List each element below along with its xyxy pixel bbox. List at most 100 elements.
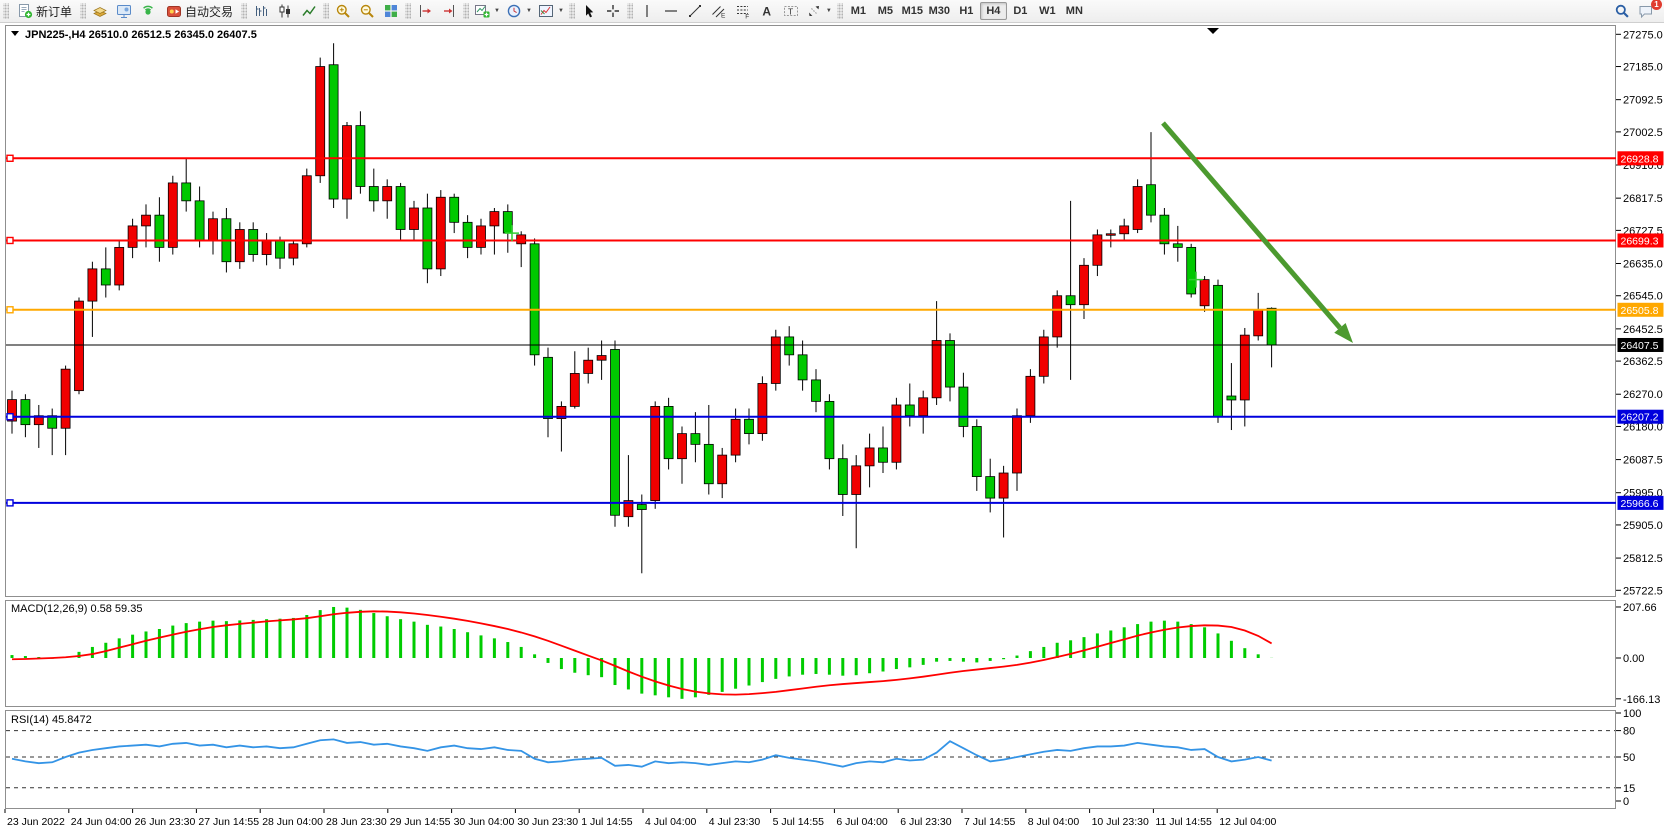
horizontal-line-button[interactable] xyxy=(659,1,683,21)
price-axis-label: 25812.5 xyxy=(1623,553,1663,565)
trend-arrow-object[interactable] xyxy=(1161,121,1342,330)
line-handle[interactable] xyxy=(6,306,14,314)
channel-button[interactable]: E xyxy=(707,1,731,21)
dropdown-arrow-icon[interactable]: ▼ xyxy=(494,8,500,14)
toolbar-grip[interactable] xyxy=(323,3,330,19)
autotrade-icon xyxy=(167,6,182,17)
price-tag xyxy=(1617,409,1664,424)
arrows-icon xyxy=(808,6,819,16)
search-button[interactable] xyxy=(1610,1,1634,21)
candle xyxy=(248,229,259,255)
time-axis-label: 4 Jul 04:00 xyxy=(645,816,697,828)
cross-marker-object[interactable] xyxy=(1189,271,1203,288)
toolbar-grip[interactable] xyxy=(568,3,575,19)
candlestick-chart-button[interactable] xyxy=(273,1,297,21)
toolbar-grip[interactable] xyxy=(3,3,9,19)
candle xyxy=(690,433,701,445)
market-watch-button[interactable] xyxy=(88,1,112,21)
tf-h4[interactable]: H4 xyxy=(979,2,1007,20)
candle xyxy=(435,196,446,270)
templates-button[interactable]: ▼ xyxy=(535,1,567,21)
line-handle[interactable] xyxy=(6,499,14,507)
price-axis-label: 26452.5 xyxy=(1623,324,1663,336)
candle xyxy=(355,125,366,187)
svg-text:F: F xyxy=(745,14,749,20)
chart-shift-button[interactable] xyxy=(437,1,461,21)
tf-m1[interactable]: M1 xyxy=(850,5,866,17)
candle xyxy=(462,221,473,248)
auto-scroll-button[interactable] xyxy=(413,1,437,21)
tf-w1[interactable]: W1 xyxy=(1039,5,1056,17)
candle xyxy=(971,426,982,477)
rsi-axis-label: 0 xyxy=(1623,796,1629,808)
price-axis-label: 27185.0 xyxy=(1623,62,1663,74)
zoom-in-button[interactable] xyxy=(331,1,355,21)
chart-bars-icon xyxy=(256,6,268,16)
arrows-button[interactable]: ▼ xyxy=(803,1,835,21)
tf-m30[interactable]: M30 xyxy=(928,5,951,17)
zoom-in-icon xyxy=(336,4,350,18)
sonar-icon xyxy=(143,5,153,15)
time-axis-label: 26 Jun 23:30 xyxy=(135,816,196,828)
candle xyxy=(1226,395,1237,401)
tf-h1[interactable]: H1 xyxy=(959,5,974,17)
navigator-button[interactable] xyxy=(136,1,160,21)
cursor-button[interactable] xyxy=(577,1,601,21)
bar-chart-button[interactable] xyxy=(249,1,273,21)
dropdown-arrow-icon[interactable]: ▼ xyxy=(825,8,832,14)
trend-arrow-head[interactable] xyxy=(1334,322,1353,343)
new-order-button[interactable]: 新订单 xyxy=(11,1,78,21)
tf-m15[interactable]: M15 xyxy=(901,5,924,17)
line-handle[interactable] xyxy=(6,154,14,162)
rsi-axis-label: 15 xyxy=(1623,783,1635,795)
zoom-out-button[interactable] xyxy=(355,1,379,21)
trendline-button[interactable] xyxy=(683,1,707,21)
toolbar-grip[interactable] xyxy=(80,3,87,19)
notification-badge: 1 xyxy=(1651,0,1662,10)
candle xyxy=(1266,307,1277,346)
candle xyxy=(1119,225,1130,235)
vertical-line-button[interactable] xyxy=(635,1,659,21)
candle xyxy=(328,64,339,200)
candle xyxy=(918,397,929,417)
fibonacci-button[interactable]: F xyxy=(731,1,755,21)
toolbar-grip[interactable] xyxy=(241,3,248,19)
indicators-button[interactable]: ▼ xyxy=(471,1,503,21)
time-axis-label: 10 Jul 23:30 xyxy=(1092,816,1149,828)
time-axis-label: 8 Jul 04:00 xyxy=(1028,816,1080,828)
toolbar-grip[interactable] xyxy=(463,3,470,19)
text-button[interactable]: A xyxy=(755,1,779,21)
candle xyxy=(703,443,714,485)
chart-title-collapse-icon[interactable] xyxy=(11,31,19,36)
candle xyxy=(141,214,151,227)
candle xyxy=(1253,309,1264,337)
data-window-button[interactable] xyxy=(112,1,136,21)
candle xyxy=(1092,234,1103,266)
crosshair-button[interactable] xyxy=(601,1,625,21)
toolbar-grip[interactable] xyxy=(626,3,633,19)
cross-marker-object[interactable] xyxy=(505,225,519,242)
candle xyxy=(382,186,393,202)
candle xyxy=(757,383,768,435)
line-handle[interactable] xyxy=(6,236,14,245)
periods-button[interactable]: ▼ xyxy=(503,1,535,21)
text-label-button[interactable]: T xyxy=(779,1,803,21)
new-order-button-label: 新订单 xyxy=(36,4,73,19)
autotrading-button[interactable]: 自动交易 xyxy=(160,1,239,21)
toolbar-grip[interactable] xyxy=(836,3,843,19)
chat-button[interactable]: 1 xyxy=(1634,0,1662,21)
tile-windows-button[interactable] xyxy=(379,1,403,21)
price-tag xyxy=(1617,233,1664,248)
scroll-position-icon[interactable] xyxy=(1207,28,1219,34)
price-axis-label: 25905.0 xyxy=(1623,520,1663,532)
line-chart-button[interactable] xyxy=(297,1,321,21)
dropdown-arrow-icon[interactable]: ▼ xyxy=(557,8,564,14)
toolbar-grip[interactable] xyxy=(405,3,412,19)
tf-m5[interactable]: M5 xyxy=(877,5,893,17)
line-handle[interactable] xyxy=(6,413,14,421)
dropdown-arrow-icon[interactable]: ▼ xyxy=(525,8,532,14)
macd-axis-label: -166.13 xyxy=(1623,694,1660,706)
tf-mn[interactable]: MN xyxy=(1065,5,1083,17)
tf-d1[interactable]: D1 xyxy=(1013,5,1028,17)
chart-template-icon xyxy=(538,5,553,17)
